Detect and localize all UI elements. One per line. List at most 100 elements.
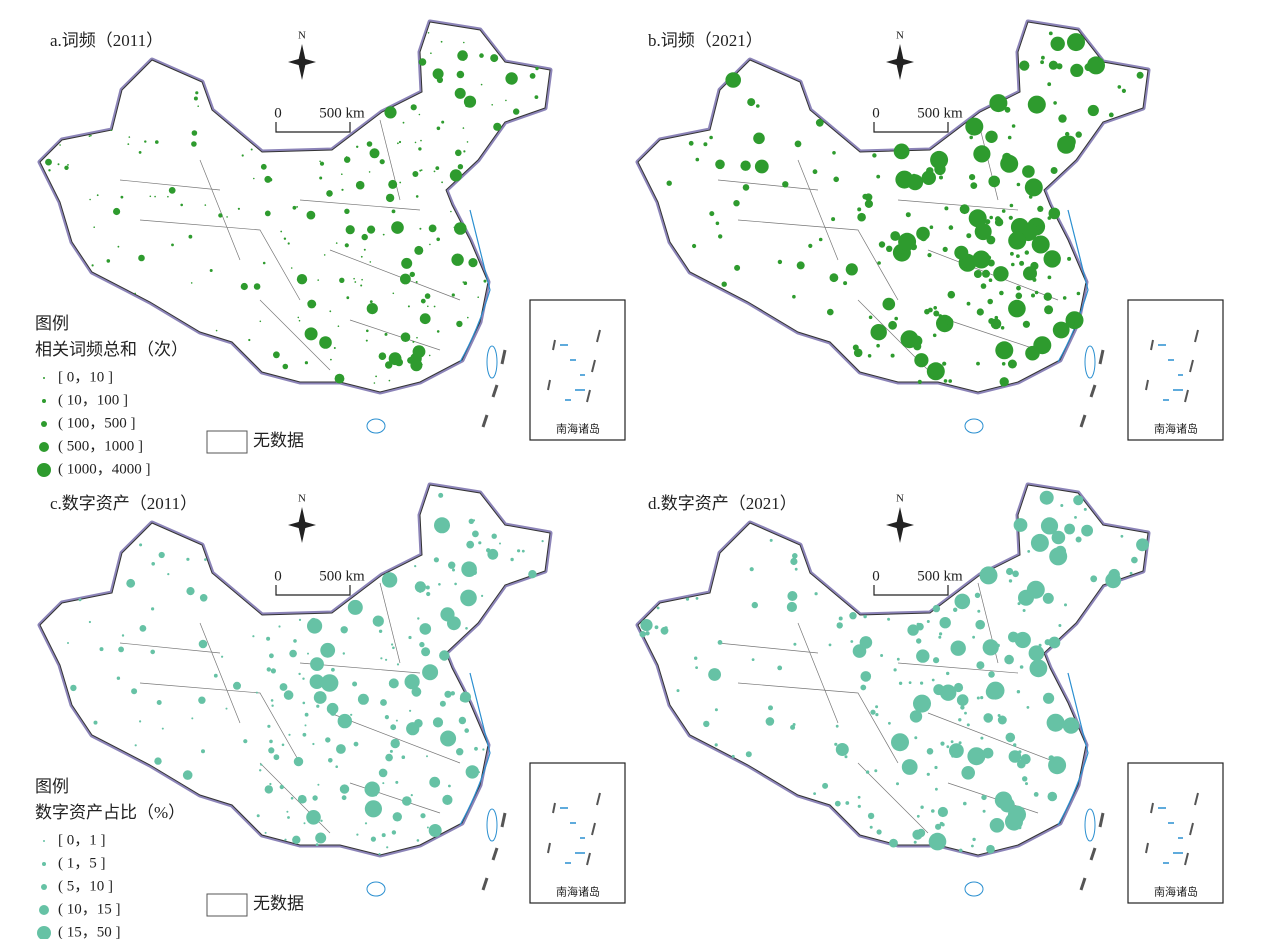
map-dot: [412, 171, 419, 177]
map-dot: [457, 164, 464, 170]
map-dot: [450, 210, 452, 213]
map-dot: [410, 104, 417, 111]
map-dot: [909, 710, 923, 723]
map-dot: [416, 839, 420, 842]
map-dot: [190, 282, 193, 284]
map-dot: [932, 604, 941, 613]
map-dot: [1008, 631, 1019, 643]
map-dot: [436, 126, 441, 131]
map-dot: [353, 277, 355, 280]
map-dot: [510, 557, 514, 562]
map-dot: [315, 843, 319, 846]
map-dot: [1064, 523, 1075, 535]
map-dot: [364, 800, 382, 818]
map-dot: [361, 233, 368, 241]
map-dot: [433, 557, 439, 563]
map-dot: [385, 193, 395, 203]
map-dot: [218, 213, 223, 218]
map-dot: [1012, 570, 1019, 578]
map-dot: [188, 234, 193, 239]
panel-title: d.数字资产（2021）: [648, 494, 797, 513]
map-dot: [308, 302, 310, 305]
map-dot: [396, 663, 400, 666]
map-dot: [926, 167, 934, 175]
map-dot: [270, 699, 274, 702]
map-dot: [920, 805, 924, 809]
map-dot: [1040, 517, 1059, 535]
map-dot: [505, 99, 507, 102]
map-dot: [463, 150, 466, 153]
map-dot: [404, 674, 420, 690]
map-dot: [857, 804, 861, 808]
map-dot: [987, 298, 993, 305]
map-dot: [436, 237, 441, 242]
map-dot: [529, 73, 536, 79]
map-dot: [320, 819, 323, 822]
map-dot: [302, 701, 306, 705]
panel-title: b.词频（2021）: [648, 31, 763, 50]
map-dot: [954, 245, 969, 260]
map-dot: [1030, 533, 1049, 552]
map-dot: [977, 609, 981, 613]
map-dot: [369, 300, 373, 303]
map-dot: [928, 832, 947, 851]
map-dot: [369, 148, 380, 159]
map-dot: [896, 657, 900, 661]
map-dot: [972, 837, 976, 842]
map-dot: [913, 840, 917, 844]
map-dot: [838, 616, 843, 621]
map-dot: [415, 281, 418, 283]
map-dot: [427, 32, 430, 34]
map-dot: [747, 98, 756, 107]
map-dot: [988, 671, 995, 678]
map-dot: [78, 598, 82, 602]
map-dot: [924, 308, 930, 315]
map-dot: [982, 809, 986, 813]
map-dot: [381, 572, 398, 588]
map-dot: [1073, 495, 1084, 506]
map-dot: [948, 379, 952, 383]
map-dot: [259, 320, 262, 323]
map-dot: [980, 696, 984, 700]
map-dot: [422, 664, 439, 681]
map-dot: [204, 558, 207, 561]
map-dot: [478, 541, 482, 545]
map-dot: [384, 106, 397, 119]
map-dot: [435, 166, 440, 171]
map-dot: [96, 194, 99, 197]
map-dot: [961, 766, 975, 780]
map-dot: [1016, 285, 1021, 291]
map-dot: [939, 632, 943, 636]
map-dot: [860, 684, 867, 691]
map-dot: [402, 796, 412, 806]
map-dot: [93, 226, 95, 228]
map-dot: [344, 243, 349, 248]
map-dot: [271, 704, 274, 707]
map-dot: [312, 742, 315, 746]
map-dot: [1016, 690, 1021, 694]
map-dot: [836, 622, 843, 629]
map-dot: [361, 278, 363, 281]
map-dot: [297, 316, 300, 319]
no-data-swatch: [206, 893, 248, 917]
map-dot: [240, 282, 248, 291]
map-dot: [385, 658, 388, 661]
map-dot: [999, 377, 1009, 387]
map-dot: [808, 243, 813, 248]
map-dot: [1053, 101, 1057, 105]
map-dot: [64, 165, 69, 170]
map-dot: [297, 794, 307, 804]
map-dot: [67, 164, 69, 166]
map-dot: [182, 770, 193, 780]
map-dot: [1008, 750, 1022, 763]
legend-symbol: [43, 840, 45, 842]
map-dot: [676, 689, 680, 693]
map-dot: [982, 269, 990, 278]
map-dot: [1019, 260, 1025, 266]
map-dot: [989, 215, 993, 220]
map-dot: [1047, 275, 1052, 280]
map-dot: [942, 246, 948, 252]
map-dot: [367, 225, 376, 234]
map-dot: [302, 732, 307, 737]
map-dot: [790, 724, 796, 730]
